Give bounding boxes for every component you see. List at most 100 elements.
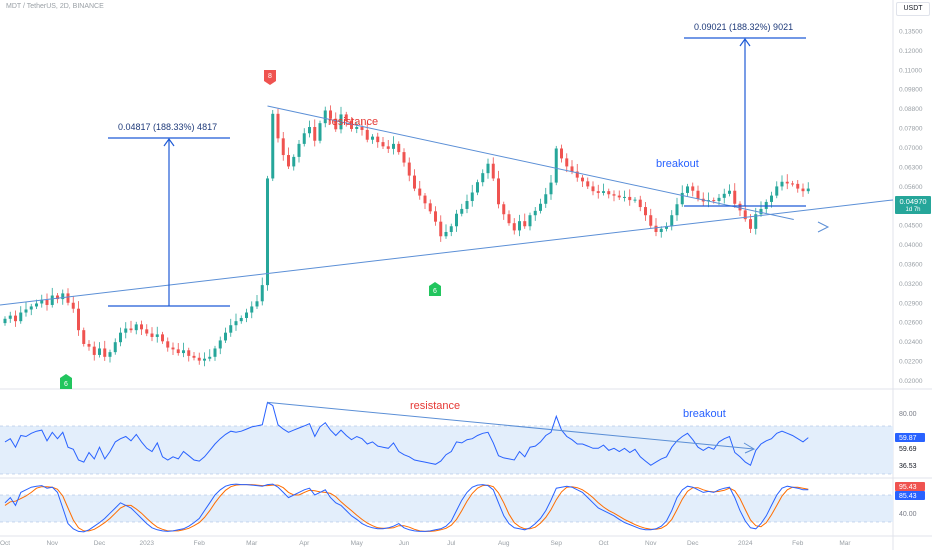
candle-body — [754, 214, 758, 229]
candle-body — [502, 204, 506, 215]
candle-body — [87, 343, 91, 347]
candle-body — [623, 196, 626, 198]
support-arrowhead — [817, 221, 830, 233]
candle-body — [465, 201, 469, 209]
candle-body — [670, 215, 674, 227]
candle-body — [166, 341, 170, 348]
candle-body — [638, 199, 642, 208]
time-tick: Nov — [645, 540, 657, 547]
candle-body — [150, 333, 154, 337]
price-tick: 0.09800 — [899, 87, 923, 94]
time-tick: Feb — [194, 540, 206, 547]
candle-body — [680, 192, 684, 205]
candle-body — [738, 203, 742, 211]
marker-buy-1[interactable]: 6 — [60, 374, 72, 389]
marker-sell[interactable]: 8 — [264, 70, 276, 85]
candle-body — [743, 210, 747, 220]
marker-sell-label: 8 — [268, 73, 272, 80]
candle-body — [103, 348, 107, 357]
breakout-annotation: breakout — [656, 158, 699, 170]
candle-body — [203, 358, 206, 361]
candle-body — [434, 211, 437, 222]
candle-body — [134, 324, 138, 331]
time-tick: 2024 — [738, 540, 753, 547]
price-tick: 0.04500 — [899, 223, 923, 230]
candle-body — [512, 223, 516, 231]
time-tick: Sep — [550, 540, 562, 547]
candle-body — [476, 182, 479, 193]
candle-body — [675, 204, 679, 216]
price-tick: 0.05600 — [899, 184, 923, 191]
time-tick: Dec — [687, 540, 699, 547]
support-trendline[interactable] — [0, 199, 894, 306]
stoch-tick-40: 40.00 — [899, 511, 917, 518]
candle-body — [386, 146, 390, 149]
candle-body — [287, 155, 290, 167]
price-tick: 0.11000 — [899, 67, 922, 74]
marker-buy-2[interactable]: 6 — [429, 282, 441, 296]
candle-body — [481, 173, 485, 183]
price-tick: 0.02600 — [899, 320, 923, 327]
candle-body — [717, 197, 721, 202]
time-tick: Mar — [839, 540, 851, 547]
candle-body — [691, 186, 695, 191]
candle-body — [371, 136, 374, 140]
candle-body — [19, 312, 23, 322]
price-tick: 0.07800 — [899, 126, 923, 133]
resistance-trendline[interactable] — [267, 105, 794, 220]
price-tick: 0.02900 — [899, 300, 923, 307]
candle-body — [686, 186, 689, 193]
candle-body — [565, 158, 569, 167]
time-tick: Apr — [299, 540, 310, 547]
candle-body — [14, 315, 17, 322]
candle-body — [250, 306, 254, 313]
time-tick: Nov — [46, 540, 58, 547]
candle-body — [24, 309, 28, 313]
candle-body — [245, 312, 248, 318]
time-tick: Mar — [246, 540, 258, 547]
candle-body — [344, 114, 348, 121]
candle-body — [40, 299, 44, 304]
price-tick: 0.02000 — [899, 378, 923, 385]
candle-body — [649, 215, 653, 226]
candle-body — [460, 208, 464, 214]
lines-layer — [4, 401, 809, 533]
candle-body — [507, 214, 511, 224]
candle-body — [281, 138, 285, 156]
candle-body — [297, 143, 301, 157]
candle-body — [381, 142, 385, 147]
stoch-band — [0, 495, 893, 522]
currency-button[interactable]: USDT — [896, 2, 930, 16]
candle-body — [98, 348, 101, 355]
candle-body — [570, 166, 574, 172]
candle-body — [428, 203, 432, 212]
candle-body — [255, 301, 259, 307]
candle-body — [628, 196, 632, 201]
candle-body — [376, 136, 380, 143]
candle-body — [145, 329, 149, 334]
rsi-tick-36: 36.53 — [899, 463, 917, 470]
price-tick: 0.03600 — [899, 261, 923, 268]
candle-body — [581, 177, 584, 182]
candle-body — [355, 127, 359, 129]
candle-body — [801, 188, 805, 192]
rsi-ma-label: 59.69 — [899, 446, 917, 453]
candle-body — [418, 188, 422, 196]
candle-body — [8, 315, 12, 319]
candle-body — [518, 221, 521, 231]
candle-body — [785, 181, 789, 184]
price-tick: 0.02400 — [899, 339, 923, 346]
candle-body — [533, 210, 537, 216]
time-scale[interactable]: Oct Nov Dec 2023 Feb Mar Apr May Jun Jul Aug Sep Oct… — [0, 540, 851, 547]
rsi-breakout-annotation: breakout — [683, 408, 726, 420]
candle-body — [113, 342, 117, 353]
current-price-value: 0.04970 — [899, 197, 926, 206]
candle-body — [402, 152, 406, 163]
candle-body — [397, 143, 401, 153]
candle-body — [124, 328, 128, 333]
candle-body — [712, 200, 716, 202]
candle-body — [3, 318, 7, 324]
rsi-trendline[interactable] — [267, 401, 755, 450]
